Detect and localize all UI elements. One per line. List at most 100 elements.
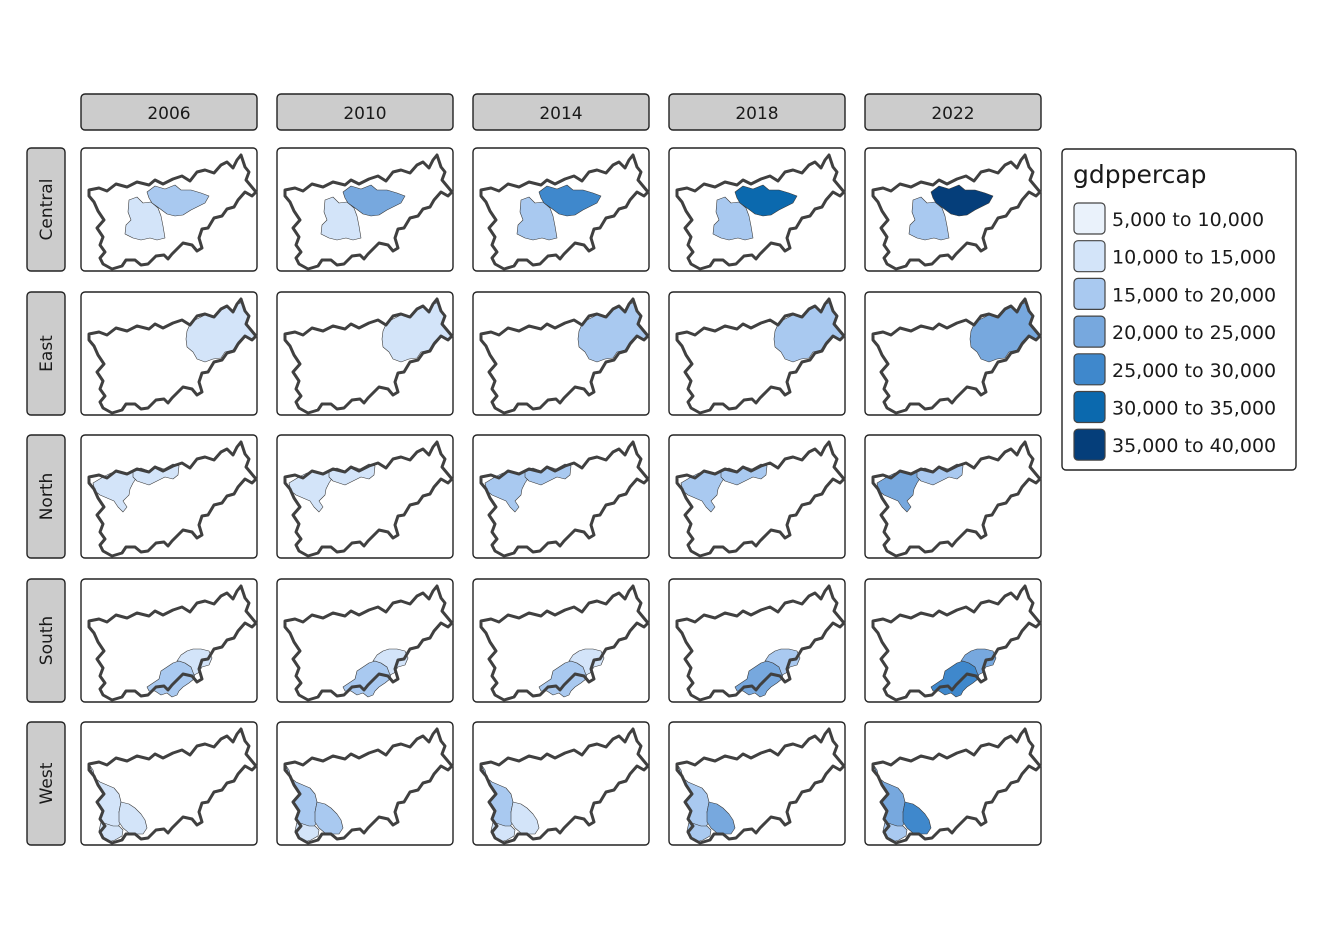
region-polygon — [908, 196, 950, 241]
map-panels — [80, 147, 1042, 846]
legend-label: 5,000 to 10,000 — [1112, 209, 1264, 231]
legend-swatch — [1073, 202, 1106, 235]
column-strip-label: 2010 — [343, 104, 386, 124]
region-polygon — [320, 196, 362, 241]
map-panel — [276, 434, 454, 559]
row-strip: East — [26, 291, 66, 416]
country-fill — [285, 586, 452, 700]
map-panel — [80, 721, 258, 846]
row-strip-label: East — [37, 335, 57, 372]
region-polygon — [314, 801, 344, 835]
row-strip: North — [26, 434, 66, 559]
country-outline — [479, 584, 650, 702]
region-polygon — [538, 184, 602, 217]
column-strip: 2010 — [276, 93, 454, 131]
row-strip-label: North — [37, 473, 57, 521]
legend-label: 30,000 to 35,000 — [1112, 398, 1276, 420]
country-outline — [675, 153, 846, 271]
legend-item: 15,000 to 20,000 — [1073, 277, 1276, 310]
country-outline — [871, 297, 1042, 415]
country-outline — [871, 153, 1042, 271]
country-fill — [873, 586, 1040, 700]
country-outline — [87, 727, 258, 845]
legend-swatch — [1073, 353, 1106, 386]
legend-label: 10,000 to 15,000 — [1112, 247, 1276, 269]
map-panel — [864, 291, 1042, 416]
map-panel — [276, 578, 454, 703]
country-outline — [479, 440, 650, 558]
legend-label: 35,000 to 40,000 — [1112, 435, 1276, 457]
row-strip-box — [26, 147, 66, 272]
region-polygon — [510, 801, 540, 835]
column-strip: 2018 — [668, 93, 846, 131]
country-outline — [871, 727, 1042, 845]
column-strip-label: 2014 — [539, 104, 582, 124]
country-fill — [481, 442, 648, 556]
map-panel — [864, 147, 1042, 272]
map-panel — [472, 291, 650, 416]
row-strip-box — [26, 721, 66, 846]
region-polygon — [568, 648, 605, 676]
column-strip-box — [80, 93, 258, 131]
legend-item: 10,000 to 15,000 — [1073, 240, 1276, 273]
column-strip-label: 2006 — [147, 104, 190, 124]
region-polygon — [764, 648, 801, 676]
region-polygon — [124, 196, 166, 241]
row-strip: Central — [26, 147, 66, 272]
country-outline — [283, 440, 454, 558]
legend-swatch — [1073, 315, 1106, 348]
region-polygon — [516, 196, 558, 241]
legend-item: 5,000 to 10,000 — [1073, 202, 1264, 235]
country-fill — [873, 442, 1040, 556]
row-strip-box — [26, 434, 66, 559]
legend-swatch — [1073, 390, 1106, 424]
region-polygon — [146, 184, 210, 217]
map-panel — [668, 434, 846, 559]
region-polygon — [734, 184, 798, 217]
column-strip: 2022 — [864, 93, 1042, 131]
map-panel — [668, 721, 846, 846]
row-strip: West — [26, 721, 66, 846]
legend-label: 20,000 to 25,000 — [1112, 322, 1276, 344]
map-panel — [472, 147, 650, 272]
country-fill — [285, 442, 452, 556]
map-panel — [668, 578, 846, 703]
region-polygon — [342, 184, 406, 217]
legend-label: 15,000 to 20,000 — [1112, 284, 1276, 306]
map-panel — [864, 721, 1042, 846]
country-outline — [87, 440, 258, 558]
legend: gdppercap 5,000 to 10,000 10,000 to 15,00… — [1061, 148, 1297, 471]
map-panel — [80, 578, 258, 703]
map-panel — [668, 291, 846, 416]
country-outline — [871, 584, 1042, 702]
country-outline — [87, 153, 258, 271]
country-outline — [675, 440, 846, 558]
row-strip: South — [26, 578, 66, 703]
column-strips: 2006 2010 2014 2018 2022 — [80, 93, 1042, 131]
region-polygon — [960, 648, 997, 676]
column-strip-box — [472, 93, 650, 131]
country-fill — [677, 586, 844, 700]
country-outline — [479, 153, 650, 271]
country-outline — [87, 584, 258, 702]
country-outline — [283, 584, 454, 702]
row-strip-box — [26, 291, 66, 416]
country-fill — [89, 586, 256, 700]
map-panel — [80, 434, 258, 559]
map-panel — [668, 147, 846, 272]
country-outline — [283, 727, 454, 845]
region-polygon — [930, 184, 994, 217]
map-panel — [80, 291, 258, 416]
map-panel — [472, 578, 650, 703]
region-polygon — [118, 801, 148, 835]
country-fill — [481, 586, 648, 700]
country-fill — [89, 442, 256, 556]
country-outline — [675, 297, 846, 415]
region-polygon — [372, 648, 409, 676]
column-strip-box — [668, 93, 846, 131]
legend-label: 25,000 to 30,000 — [1112, 360, 1276, 382]
legend-item: 30,000 to 35,000 — [1073, 390, 1276, 424]
map-panel — [80, 147, 258, 272]
row-strip-box — [26, 578, 66, 703]
legend-item: 25,000 to 30,000 — [1073, 353, 1276, 386]
